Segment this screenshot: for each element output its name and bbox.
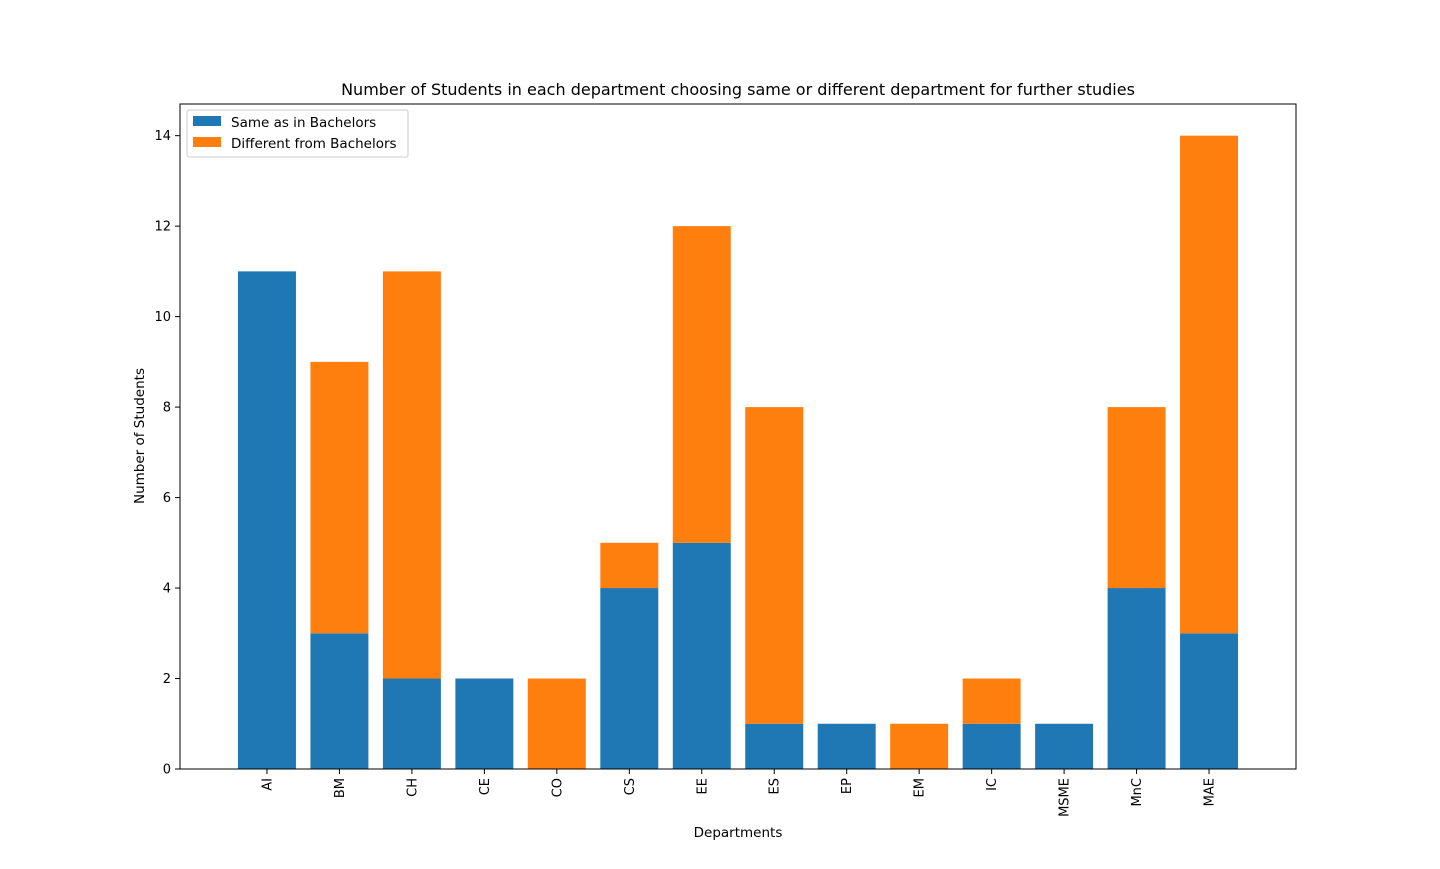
- x-tick-label: EM: [913, 778, 928, 797]
- y-tick-label: 6: [163, 491, 171, 506]
- legend-frame: [186, 109, 409, 158]
- x-tick-label: EE: [695, 778, 710, 794]
- x-tick-label: AI: [260, 778, 275, 791]
- legend-label-different: Different from Bachelors: [231, 136, 397, 152]
- bar-different-co: [527, 678, 586, 769]
- y-axis-label: Number of Students: [132, 368, 148, 504]
- bar-same-mae: [1180, 633, 1239, 769]
- bar-different-bm: [310, 361, 369, 634]
- y-tick-label: 4: [163, 582, 171, 597]
- y-axis-ticks: 0 2 4 6 8 10 12 14: [154, 129, 180, 778]
- bar-same-bm: [310, 633, 369, 769]
- y-tick-label: 10: [154, 310, 171, 325]
- y-tick-label: 8: [163, 401, 171, 416]
- bar-different-ee: [672, 226, 731, 543]
- legend-swatch-same: [193, 116, 221, 126]
- x-tick-label: MSME: [1058, 778, 1073, 817]
- bar-different-mnc: [1107, 407, 1166, 589]
- bar-same-cs: [600, 588, 659, 769]
- x-tick-label: CS: [623, 778, 638, 795]
- x-tick-label: CO: [550, 778, 565, 797]
- x-tick-label: ES: [768, 778, 783, 794]
- y-tick-label: 2: [163, 672, 171, 687]
- legend: Same as in Bachelors Different from Bach…: [186, 109, 409, 158]
- bar-different-mae: [1180, 135, 1239, 634]
- y-tick-label: 12: [154, 220, 171, 235]
- x-tick-label: IC: [985, 778, 1000, 791]
- y-tick-label: 0: [163, 763, 171, 778]
- plot-area-frame: [179, 103, 1297, 770]
- bar-different-ch: [382, 271, 441, 679]
- x-tick-label: CH: [405, 778, 420, 797]
- bar-same-mnc: [1107, 588, 1166, 769]
- x-axis-label: Departments: [694, 825, 783, 841]
- bar-same-ce: [455, 678, 514, 769]
- bar-same-msme: [1035, 723, 1094, 769]
- bar-same-ch: [382, 678, 441, 769]
- x-tick-label: MAE: [1203, 778, 1218, 806]
- x-tick-label: MnC: [1130, 778, 1145, 807]
- y-tick-label: 14: [154, 129, 171, 144]
- bar-different-ic: [962, 678, 1021, 724]
- bar-different-em: [890, 723, 949, 769]
- bar-same-ic: [962, 723, 1021, 769]
- legend-swatch-different: [193, 137, 221, 147]
- bars-layer: [237, 135, 1239, 769]
- bar-same-es: [745, 723, 804, 769]
- bar-different-es: [745, 407, 804, 724]
- legend-label-same: Same as in Bachelors: [231, 115, 376, 131]
- x-tick-label: BM: [333, 778, 348, 798]
- bar-different-cs: [600, 542, 659, 589]
- bar-same-ep: [817, 723, 876, 769]
- x-axis-ticks: AI BM CH CE CO CS EE ES EP EM IC MSME MnC MAE: [260, 769, 1218, 817]
- x-tick-label: EP: [840, 778, 855, 794]
- chart-title: Number of Students in each department ch…: [341, 80, 1135, 99]
- x-tick-label: CE: [478, 778, 493, 795]
- bar-same-ee: [672, 542, 731, 769]
- bar-same-ai: [237, 271, 296, 769]
